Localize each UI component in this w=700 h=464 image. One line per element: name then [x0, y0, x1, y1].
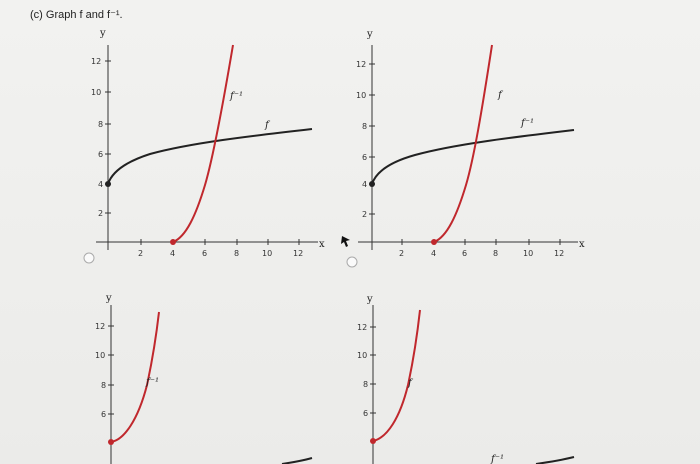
- y-axis-label: y: [99, 28, 106, 39]
- y-tick-label: 4: [362, 180, 367, 189]
- y-tick-label: 10: [357, 351, 367, 360]
- y-tick-label: 2: [362, 210, 367, 219]
- black-curve: [535, 456, 575, 464]
- red-curve-label: f⁻¹: [229, 91, 243, 102]
- y-tick-label: 12: [357, 323, 367, 332]
- y-axis-label: y: [366, 294, 373, 305]
- x-axis-label: x: [319, 239, 325, 250]
- x-tick-label: 6: [202, 249, 207, 258]
- x-tick-label: 2: [138, 249, 143, 258]
- black-curve: [371, 129, 575, 185]
- red-curve-start-point: [108, 439, 114, 445]
- black-curve-label: f⁻¹: [520, 118, 534, 129]
- y-tick-label: 8: [363, 380, 368, 389]
- y-tick-label: 8: [362, 122, 367, 131]
- y-tick-label: 10: [91, 88, 101, 97]
- black-curve: [107, 128, 313, 185]
- x-axis-label: x: [579, 239, 585, 250]
- x-tick-label: 6: [462, 249, 467, 258]
- x-tick-label: 4: [431, 249, 436, 258]
- graph-option-c: y 6 8 10 12 f⁻¹: [95, 293, 313, 464]
- red-curve: [372, 309, 421, 442]
- y-ticks: 6 8 10 12: [95, 322, 114, 419]
- y-ticks: 2 4 6 8 10 12: [356, 60, 375, 219]
- red-curve-start-point: [431, 239, 437, 245]
- graph-option-a: y x 2 4 6 8 10 12 2 4 6 8 10 12 f⁻¹ f: [83, 28, 325, 264]
- x-tick-label: 4: [170, 249, 175, 258]
- radio-option-b[interactable]: [346, 256, 358, 268]
- red-curve-label: f: [407, 378, 414, 389]
- red-curve: [172, 44, 234, 243]
- red-curve: [110, 311, 160, 443]
- x-tick-label: 2: [399, 249, 404, 258]
- y-tick-label: 6: [363, 409, 368, 418]
- question-prompt: (c) Graph f and f⁻¹.: [30, 9, 123, 21]
- y-tick-label: 2: [98, 209, 103, 218]
- y-axis-label: y: [366, 29, 373, 40]
- radio-option-a[interactable]: [83, 252, 95, 264]
- x-tick-label: 10: [262, 249, 272, 258]
- y-tick-label: 8: [101, 381, 106, 390]
- red-curve-start-point: [370, 438, 376, 444]
- x-tick-label: 10: [523, 249, 533, 258]
- y-tick-label: 10: [95, 351, 105, 360]
- black-curve-label: f: [264, 120, 271, 131]
- x-tick-label: 12: [554, 249, 564, 258]
- x-tick-label: 8: [234, 249, 239, 258]
- red-curve-label: f: [497, 90, 504, 101]
- red-curve-label: f⁻¹: [145, 377, 159, 388]
- red-curve: [433, 44, 493, 243]
- y-axis-label: y: [105, 293, 112, 304]
- y-tick-label: 12: [95, 322, 105, 331]
- x-tick-label: 8: [493, 249, 498, 258]
- red-curve-start-point: [170, 239, 176, 245]
- y-tick-label: 6: [98, 150, 103, 159]
- mouse-cursor-icon: [341, 236, 350, 247]
- graph-option-d: y 6 8 10 12 f f⁻¹: [357, 294, 575, 464]
- y-tick-label: 8: [98, 120, 103, 129]
- y-tick-label: 10: [356, 91, 366, 100]
- y-tick-label: 12: [91, 57, 101, 66]
- black-curve: [281, 457, 313, 464]
- y-ticks: 6 8 10 12: [357, 323, 376, 418]
- y-ticks: 2 4 6 8 10 12: [91, 57, 111, 218]
- black-curve-start-point: [105, 181, 111, 187]
- y-tick-label: 12: [356, 60, 366, 69]
- x-tick-label: 12: [293, 249, 303, 258]
- graph-option-b: y x 2 4 6 8 10 12 2 4 6 8 10 12 f f⁻¹: [346, 29, 585, 268]
- black-curve-label: f⁻¹: [490, 454, 504, 464]
- y-tick-label: 6: [101, 410, 106, 419]
- black-curve-start-point: [369, 181, 375, 187]
- x-ticks: 2 4 6 8 10 12: [399, 239, 564, 258]
- y-tick-label: 4: [98, 180, 103, 189]
- y-tick-label: 6: [362, 153, 367, 162]
